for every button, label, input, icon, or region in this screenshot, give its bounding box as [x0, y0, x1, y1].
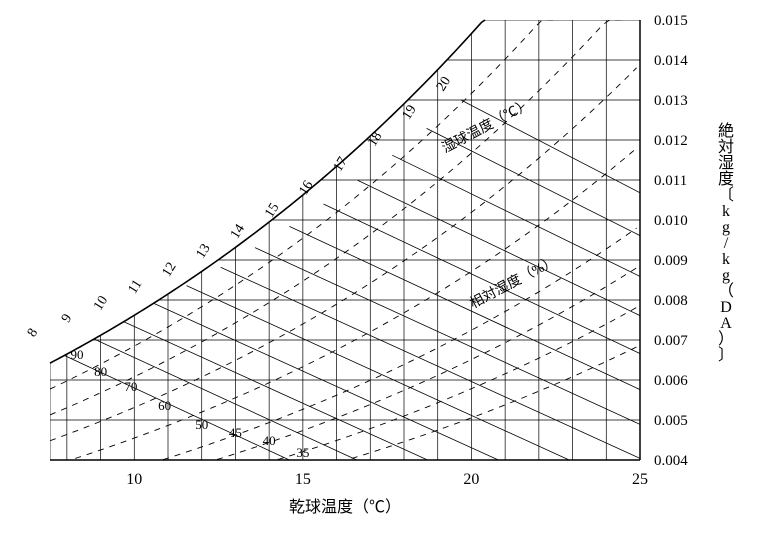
svg-text:13: 13: [194, 241, 214, 261]
svg-text:16: 16: [296, 178, 316, 198]
svg-text:〕: 〕: [718, 346, 734, 364]
svg-text:k: k: [722, 203, 730, 220]
svg-text:0.012: 0.012: [654, 133, 688, 149]
rh-label: 相対湿度（%）: [467, 253, 559, 312]
svg-text:0.013: 0.013: [654, 93, 688, 109]
svg-text:0.010: 0.010: [654, 213, 688, 229]
svg-text:k: k: [722, 251, 730, 268]
svg-text:20: 20: [434, 74, 454, 94]
svg-text:0.004: 0.004: [654, 453, 688, 469]
svg-text:D: D: [720, 299, 732, 316]
y-axis-label: 絶対湿度〔kg/kg（DA）〕: [718, 122, 734, 364]
svg-text:11: 11: [126, 277, 146, 296]
svg-text:度: 度: [718, 170, 734, 188]
svg-text:0.008: 0.008: [654, 293, 688, 309]
svg-text:対: 対: [718, 138, 734, 156]
svg-text:90: 90: [70, 347, 83, 362]
psychrometric-chart: 10 15 20 25 乾球温度（℃） 0.004 0.005 0.006 0.007 0.008…: [0, 0, 760, 540]
svg-text:18: 18: [365, 129, 385, 149]
svg-text:45: 45: [229, 425, 242, 440]
svg-text:湿: 湿: [718, 154, 734, 172]
svg-text:25: 25: [632, 471, 648, 488]
svg-text:0.009: 0.009: [654, 253, 688, 269]
wet-bulb-label: 湿球温度（℃）: [439, 96, 533, 156]
svg-text:70: 70: [124, 379, 137, 394]
svg-text:）: ）: [718, 330, 734, 348]
svg-text:（: （: [718, 282, 734, 300]
svg-text:12: 12: [160, 260, 180, 280]
svg-text:80: 80: [94, 364, 107, 379]
svg-text:35: 35: [296, 445, 309, 460]
svg-text:g: g: [722, 219, 730, 236]
svg-text:絶: 絶: [718, 122, 734, 140]
svg-text:0.005: 0.005: [654, 413, 688, 429]
svg-text:0.011: 0.011: [654, 173, 687, 189]
svg-text:0.007: 0.007: [654, 333, 688, 349]
svg-text:8: 8: [25, 326, 41, 340]
svg-text:9: 9: [59, 312, 75, 326]
svg-text:g: g: [722, 267, 730, 284]
svg-text:60: 60: [158, 398, 171, 413]
svg-text:50: 50: [195, 417, 208, 432]
svg-text:10: 10: [91, 293, 111, 313]
svg-text:A: A: [720, 315, 732, 332]
svg-text:14: 14: [228, 222, 248, 242]
svg-text:/: /: [724, 235, 729, 252]
svg-text:0.015: 0.015: [654, 13, 688, 29]
svg-text:0.014: 0.014: [654, 53, 688, 69]
svg-text:15: 15: [295, 471, 311, 488]
svg-text:20: 20: [463, 471, 479, 488]
svg-text:〔: 〔: [718, 186, 734, 204]
x-axis-label: 乾球温度（℃）: [289, 498, 401, 516]
svg-text:40: 40: [263, 433, 276, 448]
svg-text:15: 15: [262, 201, 282, 221]
svg-text:0.006: 0.006: [654, 373, 688, 389]
svg-text:17: 17: [331, 155, 351, 175]
svg-text:10: 10: [126, 471, 142, 488]
